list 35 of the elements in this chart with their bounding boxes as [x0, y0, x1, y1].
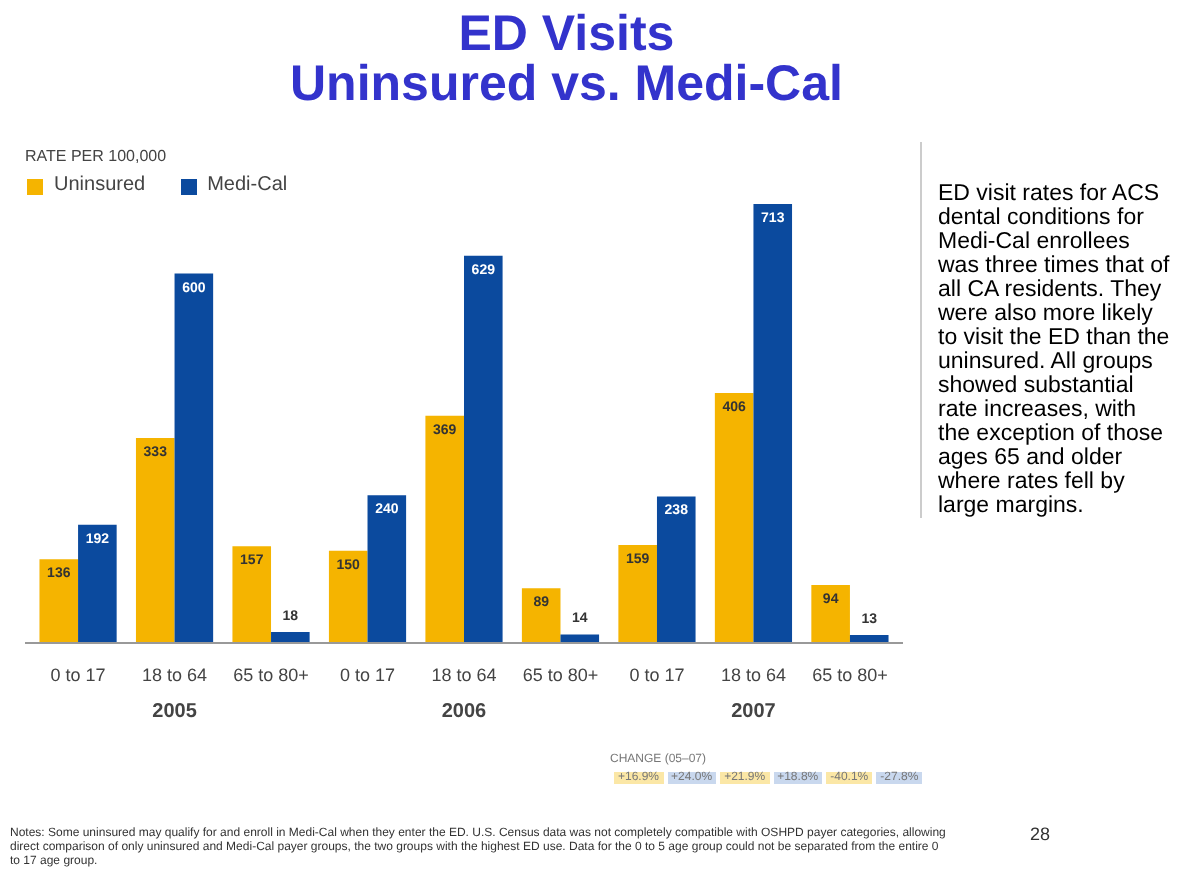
bar	[174, 273, 214, 643]
bar	[135, 437, 175, 643]
x-tick-label: 65 to 80+	[522, 665, 599, 685]
bar	[328, 550, 368, 643]
bar	[811, 585, 850, 643]
bar	[618, 545, 657, 643]
x-tick-label: 0 to 17	[50, 665, 106, 685]
x-tick-label: 65 to 80+	[233, 665, 309, 685]
y-axis-title: RATE PER 100,000	[25, 147, 168, 165]
legend-label: Uninsured	[54, 174, 146, 196]
x-tick-label: 65 to 80+	[812, 665, 888, 685]
x-tick-label: 18 to 64	[142, 665, 208, 685]
x-tick-label: 18 to 64	[431, 665, 497, 685]
chart-title: ED Visits Uninsured vs. Medi-Cal	[288, 6, 843, 112]
bar	[367, 495, 407, 643]
bar	[560, 634, 600, 643]
text: 2006	[441, 701, 488, 723]
bar	[425, 415, 464, 643]
bar	[39, 559, 79, 643]
text: ED visit rates for ACS dental conditions for Medi-Cal enrollees was three times that of all CA residents. They were also more likely to visit the ED than the uninsured. All groups showed substantial rate increases, with the exception of those ages 65 and older where rates fell by large margins.	[938, 182, 1170, 518]
bar	[78, 524, 117, 643]
bar	[753, 203, 793, 643]
bar	[521, 588, 561, 643]
text: 2005	[152, 701, 198, 723]
text: 2007	[731, 701, 777, 723]
bar	[232, 546, 272, 643]
text: 28	[1028, 824, 1051, 848]
bar	[656, 496, 696, 643]
x-tick-label: 0 to 17	[629, 665, 685, 685]
x-tick-label: 0 to 17	[339, 665, 396, 685]
bar	[271, 631, 310, 643]
bar	[714, 392, 754, 643]
legend-label: Medi-Cal	[207, 174, 288, 196]
x-tick-label: 18 to 64	[720, 665, 786, 685]
bar	[464, 255, 503, 643]
